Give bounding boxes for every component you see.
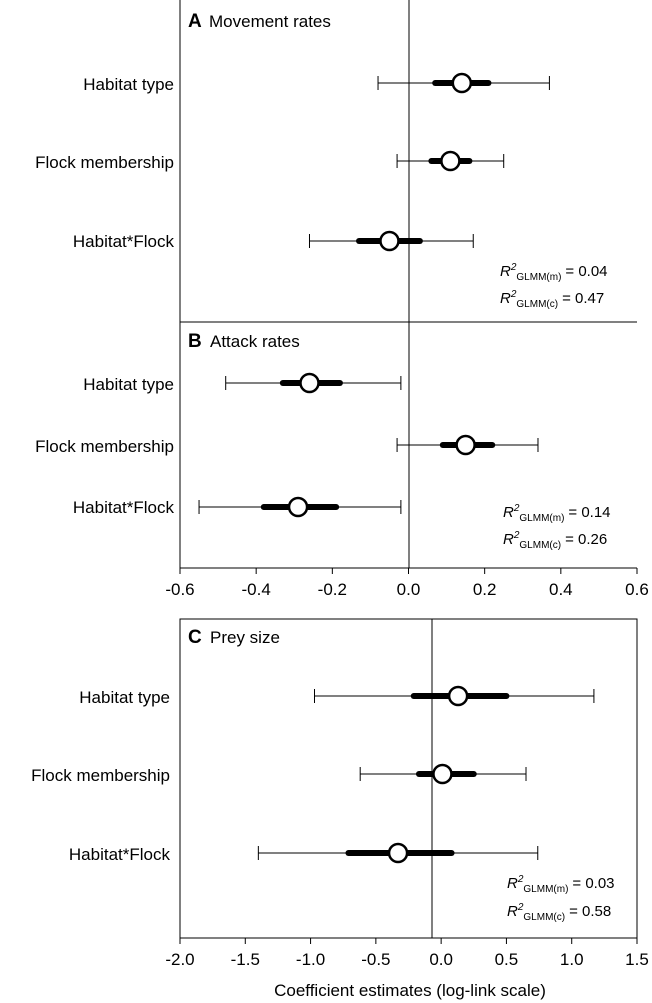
panel-b-row-3-point (287, 496, 309, 518)
panel-c-row-label-2: Flock membership (31, 766, 170, 785)
panel-b-row-1-point (299, 372, 320, 394)
panel-a-row-2-point (440, 150, 461, 172)
panel-c-row-label-1: Habitat type (79, 688, 170, 707)
panel-c-row-1-point (447, 685, 469, 707)
panel-c-x-tick-label: -1.0 (296, 950, 325, 969)
panel-c-row-3-point (387, 842, 409, 864)
panel-b-row-label-1: Habitat type (83, 375, 174, 394)
panel-c-x-tick-label: -0.5 (361, 950, 390, 969)
panel-b-r2-conditional: R2GLMM(c) = 0.26 (503, 530, 607, 551)
panel-c-x-tick-label: 0.5 (495, 950, 519, 969)
panel-a: A Movement rates Habitat type Flock memb… (35, 0, 637, 323)
panel-b-row-label-2: Flock membership (35, 437, 174, 456)
panel-b-title: Attack rates (210, 332, 300, 351)
panel-a-row-label-1: Habitat type (83, 75, 174, 94)
panel-a-row-label-2: Flock membership (35, 153, 174, 172)
panel-a-row-label-3: Habitat*Flock (73, 232, 175, 251)
panel-a-row-3-point (379, 230, 400, 252)
panel-b-x-tick-label: -0.2 (318, 580, 347, 599)
panel-c-x-tick-label: 1.0 (560, 950, 584, 969)
panel-c-x-tick-label: -1.5 (231, 950, 260, 969)
panel-b-row-label-3: Habitat*Flock (73, 498, 175, 517)
panel-c-x-ticks: -2.0 -1.5 -1.0 -0.5 0.0 0.5 1.0 1.5 (165, 938, 649, 969)
panel-c-x-tick-label: 1.5 (625, 950, 649, 969)
panel-b-x-ticks: -0.6 -0.4 -0.2 0.0 0.2 0.4 0.6 (165, 568, 649, 599)
panel-c-x-tick-label: -2.0 (165, 950, 194, 969)
panel-b-x-tick-label: -0.4 (242, 580, 271, 599)
panel-b-row-2-point (455, 434, 476, 456)
panel-b-r2-marginal: R2GLMM(m) = 0.14 (503, 503, 611, 524)
panel-c-row-2-point (432, 763, 453, 785)
panel-c-letter: C (188, 627, 202, 648)
panel-c-row-label-3: Habitat*Flock (69, 845, 171, 864)
panel-b-letter: B (188, 331, 202, 352)
panel-a-r2-conditional: R2GLMM(c) = 0.47 (500, 289, 604, 310)
panel-c-x-tick-label: 0.0 (429, 950, 453, 969)
panel-b-x-tick-label: 0.6 (625, 580, 649, 599)
panel-b-x-tick-label: 0.0 (397, 580, 421, 599)
panel-a-row-1-point (451, 72, 473, 94)
panel-a-title: Movement rates (209, 12, 331, 31)
panel-c-frame (179, 618, 638, 939)
panel-b-x-tick-label: 0.4 (549, 580, 573, 599)
panel-b-x-tick-label: 0.2 (473, 580, 497, 599)
panel-c-r2-conditional: R2GLMM(c) = 0.58 (507, 902, 611, 923)
panel-c-title: Prey size (210, 628, 280, 647)
panel-b: B Attack rates Habitat type Flock member… (35, 322, 649, 599)
x-axis-title: Coefficient estimates (log-link scale) (274, 981, 546, 1000)
panel-a-r2-marginal: R2GLMM(m) = 0.04 (500, 262, 608, 283)
panel-a-letter: A (188, 11, 202, 32)
panel-c-r2-marginal: R2GLMM(m) = 0.03 (507, 874, 615, 895)
panel-c: C Prey size Habitat type Flock membershi… (31, 618, 649, 1000)
panel-b-x-tick-label: -0.6 (165, 580, 194, 599)
